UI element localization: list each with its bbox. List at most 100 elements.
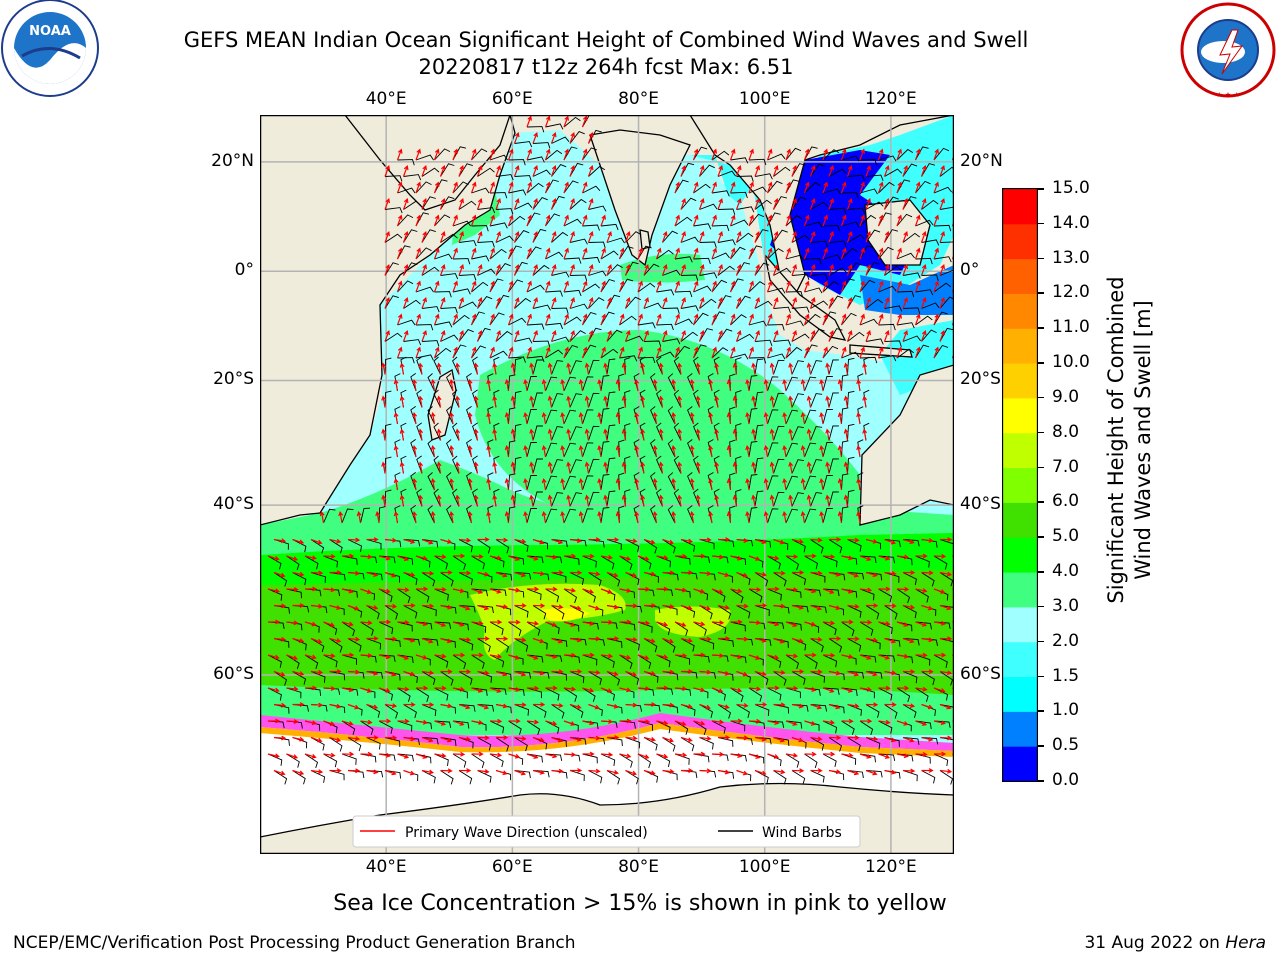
wave-direction-arrow bbox=[878, 685, 891, 691]
wind-barb bbox=[415, 154, 434, 161]
wind-barb bbox=[514, 337, 533, 344]
wave-direction-arrow bbox=[606, 297, 612, 309]
wind-barb bbox=[600, 223, 619, 231]
wave-direction-arrow bbox=[729, 181, 736, 194]
wind-barb bbox=[680, 539, 696, 552]
wave-direction-arrow bbox=[292, 670, 305, 676]
wave-direction-arrow bbox=[856, 378, 862, 392]
wave-direction-arrow bbox=[843, 428, 849, 441]
wind-barb bbox=[329, 638, 343, 653]
wave-direction-arrow bbox=[699, 669, 712, 675]
wave-direction-arrow bbox=[323, 621, 335, 627]
lat-label-left: 60°S bbox=[213, 663, 254, 684]
wave-direction-arrow bbox=[452, 247, 458, 260]
wave-direction-arrow bbox=[711, 620, 725, 626]
wave-direction-arrow bbox=[933, 553, 947, 559]
wave-direction-arrow bbox=[477, 604, 490, 611]
wave-direction-arrow bbox=[920, 297, 927, 309]
wave-direction-arrow bbox=[837, 477, 843, 491]
wind-barb bbox=[810, 393, 823, 408]
wind-barb bbox=[939, 605, 954, 608]
wind-barb bbox=[667, 406, 676, 425]
wind-barb bbox=[563, 442, 576, 458]
wind-barb bbox=[508, 473, 516, 491]
wind-barb bbox=[403, 174, 422, 181]
wave-direction-arrow bbox=[711, 313, 717, 326]
wind-barb bbox=[841, 473, 849, 491]
wind-barb bbox=[785, 254, 804, 261]
wind-barb bbox=[662, 338, 681, 345]
wave-direction-arrow bbox=[305, 586, 318, 592]
wave-direction-arrow bbox=[489, 752, 503, 758]
wave-direction-arrow bbox=[560, 444, 566, 458]
wave-direction-arrow bbox=[841, 718, 854, 724]
wave-direction-arrow bbox=[600, 313, 606, 326]
wind-barb bbox=[366, 539, 382, 550]
wind-barb bbox=[304, 555, 319, 570]
wind-barb bbox=[267, 654, 282, 668]
wind-barb bbox=[650, 505, 657, 524]
wave-direction-arrow bbox=[674, 720, 687, 726]
wave-direction-arrow bbox=[708, 411, 714, 425]
wind-barb bbox=[347, 638, 362, 652]
wind-barb bbox=[643, 770, 659, 783]
wave-direction-arrow bbox=[430, 477, 436, 491]
wave-direction-arrow bbox=[711, 247, 717, 260]
wave-direction-arrow bbox=[896, 586, 910, 592]
wave-direction-arrow bbox=[440, 768, 453, 774]
wave-direction-arrow bbox=[434, 720, 447, 726]
wave-direction-arrow bbox=[643, 538, 656, 545]
wind-barb bbox=[421, 737, 439, 745]
wave-direction-arrow bbox=[581, 214, 588, 227]
wave-direction-arrow bbox=[470, 346, 477, 359]
wave-direction-arrow bbox=[433, 247, 440, 260]
wind-barb bbox=[384, 737, 401, 748]
wave-direction-arrow bbox=[637, 280, 643, 293]
wave-direction-arrow bbox=[378, 752, 392, 758]
wave-direction-arrow bbox=[399, 428, 405, 441]
wind-barb bbox=[680, 331, 698, 342]
wind-barb bbox=[884, 265, 902, 276]
wave-direction-arrow bbox=[569, 570, 583, 576]
wind-barb bbox=[569, 238, 588, 245]
wave-direction-arrow bbox=[859, 619, 873, 625]
wind-barb bbox=[687, 373, 694, 392]
wave-direction-arrow bbox=[914, 280, 921, 293]
wave-direction-arrow bbox=[415, 555, 428, 561]
wind-barb bbox=[619, 355, 638, 362]
wave-direction-arrow bbox=[412, 444, 418, 458]
graticule bbox=[260, 115, 954, 854]
wind-barb bbox=[650, 439, 657, 458]
wave-direction-arrow bbox=[584, 461, 590, 474]
wind-barb bbox=[366, 605, 380, 620]
wind-barb bbox=[563, 588, 578, 604]
wind-barb bbox=[545, 349, 564, 359]
colorbar-tick bbox=[1038, 571, 1044, 573]
wave-direction-arrow bbox=[615, 411, 621, 425]
wind-barb bbox=[847, 331, 865, 342]
wind-barb bbox=[415, 687, 430, 703]
wave-direction-arrow bbox=[544, 346, 551, 359]
wave-direction-arrow bbox=[619, 619, 632, 625]
wave-direction-arrow bbox=[800, 477, 806, 491]
wave-direction-arrow bbox=[458, 604, 471, 611]
wave-direction-arrow bbox=[785, 313, 791, 326]
wind-barb bbox=[384, 390, 392, 408]
wave-direction-arrow bbox=[754, 231, 760, 243]
wave-direction-arrow bbox=[939, 330, 945, 342]
wind-barb bbox=[810, 240, 828, 248]
wind-barb bbox=[384, 295, 399, 309]
wind-barb bbox=[410, 406, 417, 425]
wave-direction-arrow bbox=[532, 132, 538, 144]
wind-barb bbox=[643, 340, 662, 347]
wind-barb bbox=[791, 333, 810, 342]
wind-barb bbox=[921, 199, 939, 210]
wind-barb bbox=[736, 295, 751, 309]
wind-barb bbox=[884, 638, 901, 647]
wave-direction-arrow bbox=[656, 586, 669, 592]
wind-barb bbox=[804, 182, 821, 194]
wave-direction-arrow bbox=[582, 588, 595, 594]
wave-direction-arrow bbox=[430, 411, 436, 425]
wind-barb bbox=[915, 146, 929, 161]
wave-direction-arrow bbox=[933, 588, 946, 594]
